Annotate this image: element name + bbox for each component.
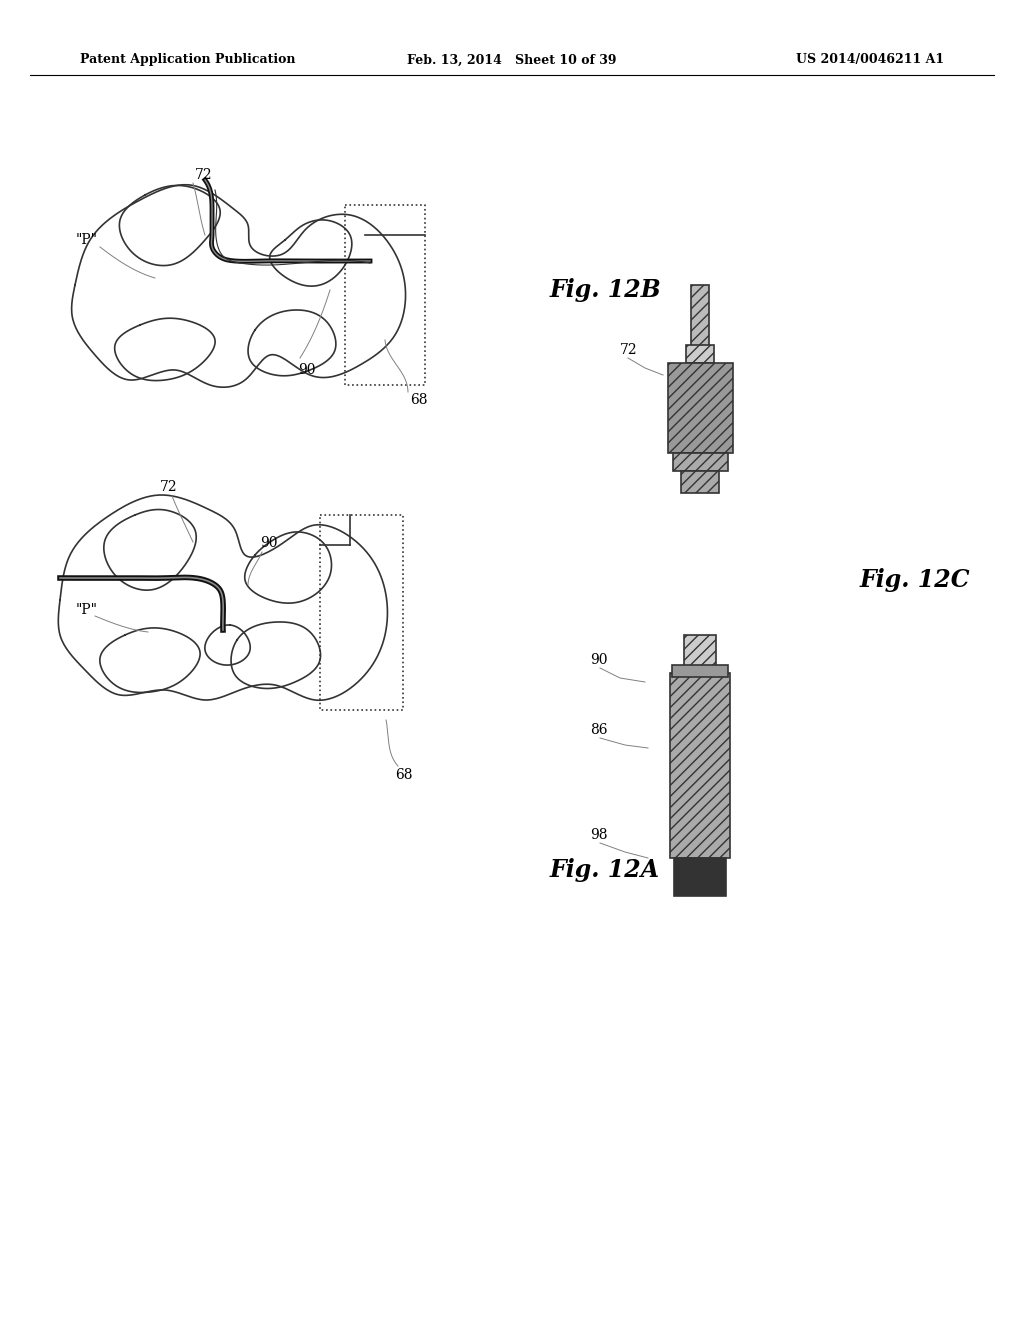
Bar [686, 345, 714, 363]
Bar [681, 471, 719, 492]
Text: 86: 86 [590, 723, 607, 737]
Text: 90: 90 [590, 653, 607, 667]
Bar [668, 363, 733, 453]
Bar [670, 673, 730, 858]
Text: 90: 90 [260, 536, 278, 550]
Text: 90: 90 [298, 363, 315, 378]
Bar [672, 665, 728, 677]
Text: Fig. 12A: Fig. 12A [550, 858, 660, 882]
Text: 72: 72 [160, 480, 177, 494]
Text: 72: 72 [195, 168, 213, 182]
Text: Fig. 12C: Fig. 12C [860, 568, 971, 591]
Text: Patent Application Publication: Patent Application Publication [80, 54, 296, 66]
Text: "P": "P" [76, 234, 98, 247]
Text: 68: 68 [410, 393, 427, 407]
Bar [691, 285, 709, 350]
Text: 68: 68 [395, 768, 413, 781]
Text: US 2014/0046211 A1: US 2014/0046211 A1 [796, 54, 944, 66]
Bar [673, 453, 728, 471]
Text: "P": "P" [76, 603, 98, 616]
Text: Fig. 12B: Fig. 12B [550, 279, 662, 302]
Bar [684, 635, 716, 673]
Text: 98: 98 [590, 828, 607, 842]
Text: Feb. 13, 2014   Sheet 10 of 39: Feb. 13, 2014 Sheet 10 of 39 [408, 54, 616, 66]
Text: 72: 72 [620, 343, 638, 356]
Bar [674, 858, 726, 896]
